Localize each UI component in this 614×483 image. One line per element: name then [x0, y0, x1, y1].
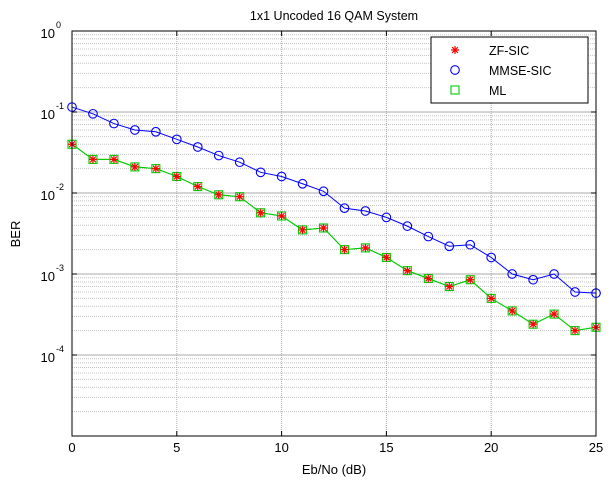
plot-frame — [71, 30, 597, 437]
data-point — [318, 186, 329, 197]
legend-marker — [450, 85, 460, 95]
data-point — [192, 142, 203, 152]
data-point — [234, 157, 245, 168]
grid — [72, 31, 596, 436]
data-point — [529, 320, 538, 329]
data-point — [277, 212, 286, 221]
y-tick-label: 10 — [41, 269, 55, 284]
data-point — [465, 239, 476, 250]
data-point — [276, 171, 287, 182]
data-point — [151, 164, 160, 173]
data-point — [507, 269, 518, 279]
data-point — [382, 253, 391, 262]
x-tick-label: 20 — [484, 440, 498, 455]
x-tick-label: 15 — [379, 440, 393, 455]
legend-item: MMSE-SIC — [450, 64, 552, 78]
data-point — [339, 203, 350, 214]
y-tick-label: 10 — [41, 26, 55, 41]
data-point — [402, 221, 413, 231]
data-point — [549, 269, 559, 279]
chart-title: 1x1 Uncoded 16 QAM System — [250, 9, 418, 23]
data-point — [171, 134, 182, 145]
legend-marker — [451, 46, 459, 54]
y-tick-exponent: -4 — [56, 344, 64, 354]
x-axis-label: Eb/No (dB) — [302, 462, 366, 477]
data-point — [130, 125, 140, 135]
data-point — [360, 206, 371, 216]
y-tick-label: 10 — [41, 350, 55, 365]
legend-label: MMSE-SIC — [489, 64, 552, 78]
data-point — [445, 282, 454, 291]
data-point — [403, 266, 412, 275]
data-point — [361, 243, 370, 252]
x-tick-label: 5 — [173, 440, 180, 455]
data-point — [214, 190, 223, 199]
legend-label: ML — [489, 84, 506, 98]
data-point — [88, 155, 97, 164]
legend-label: ZF-SIC — [489, 44, 529, 58]
legend-item: ML — [450, 84, 506, 98]
data-point — [297, 178, 308, 189]
data-point — [486, 252, 497, 263]
data-point — [571, 326, 580, 335]
series-mmse-sic — [67, 102, 601, 299]
y-tick-label: 10 — [41, 188, 55, 203]
y-tick-exponent: -2 — [56, 182, 64, 192]
data-point — [150, 126, 161, 137]
data-point — [193, 182, 202, 191]
data-point — [466, 275, 475, 284]
series-zf-sic — [68, 140, 600, 335]
data-point — [424, 274, 433, 283]
y-tick-exponent: -3 — [56, 263, 64, 273]
data-point — [423, 231, 434, 242]
x-tick-label: 25 — [589, 440, 603, 455]
data-point — [255, 167, 266, 178]
data-point — [319, 223, 328, 232]
data-point — [172, 172, 181, 181]
data-point — [550, 310, 559, 319]
legend: ZF-SIC MMSE-SIC ML — [430, 36, 589, 104]
x-tick-label: 0 — [68, 440, 75, 455]
data-point — [130, 162, 139, 171]
data-point — [256, 208, 265, 217]
series-line — [71, 143, 597, 332]
y-tick-label: 10 — [41, 107, 55, 122]
data-point — [570, 287, 580, 297]
data-point — [528, 274, 538, 285]
data-point — [381, 212, 392, 223]
x-tick-label: 10 — [274, 440, 288, 455]
y-axis-label: BER — [8, 221, 23, 248]
data-point — [508, 306, 517, 315]
series-layer — [67, 102, 601, 336]
data-point — [109, 155, 118, 164]
data-point — [298, 225, 307, 234]
data-point — [235, 192, 244, 201]
legend-marker — [450, 65, 460, 75]
legend-item: ZF-SIC — [451, 44, 529, 58]
data-point — [444, 241, 455, 252]
data-point — [213, 150, 224, 161]
y-tick-exponent: -1 — [56, 101, 64, 111]
data-point — [109, 118, 119, 129]
data-point — [487, 294, 496, 303]
data-point — [340, 245, 349, 254]
y-tick-exponent: 0 — [56, 20, 61, 30]
data-point — [88, 108, 98, 119]
